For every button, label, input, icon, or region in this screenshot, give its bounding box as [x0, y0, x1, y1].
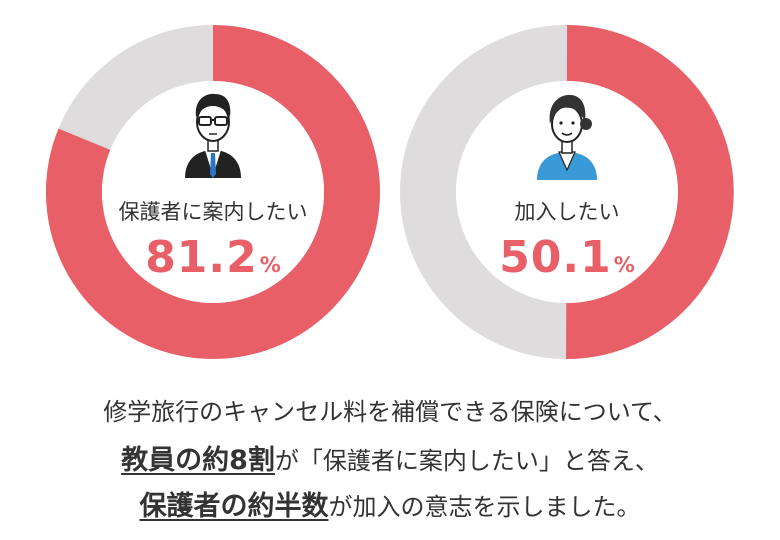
donut-teachers-category: 保護者に案内したい: [118, 200, 308, 224]
caption-line-1: 修学旅行のキャンセル料を補償できる保険について、: [103, 398, 677, 426]
donut-teachers-label: 保護者に案内したい 81.2%: [113, 196, 313, 280]
man-in-suit-icon: [185, 93, 241, 178]
donut-parents-value: 50.1%: [467, 236, 667, 280]
donut-teachers-value-number: 81.2: [145, 232, 258, 283]
donut-parents-label: 加入したい 50.1%: [467, 196, 667, 280]
donut-parents: [400, 25, 734, 360]
donut-teachers-value: 81.2%: [113, 236, 313, 280]
donut-parents-value-unit: %: [613, 253, 635, 277]
donut-parents-category: 加入したい: [514, 200, 620, 224]
caption-highlight-teachers: 教員の約8割: [121, 445, 275, 476]
donut-parents-segment: [565, 25, 734, 360]
caption-highlight-parents: 保護者の約半数: [139, 491, 329, 522]
caption-line-2: 教員の約8割が「保護者に案内したい」と答え、: [0, 438, 780, 477]
woman-icon: [537, 94, 597, 180]
donut-teachers-segment: [46, 25, 380, 359]
donut-teachers-value-unit: %: [259, 253, 281, 277]
caption-line-3: 保護者の約半数が加入の意志を示しました。: [0, 484, 780, 523]
caption-line-3-text: が加入の意志を示しました。: [328, 493, 641, 521]
donut-teachers: [46, 25, 380, 359]
caption-line-2-text: が「保護者に案内したい」と答え、: [274, 447, 659, 475]
donut-parents-value-number: 50.1: [499, 232, 612, 283]
